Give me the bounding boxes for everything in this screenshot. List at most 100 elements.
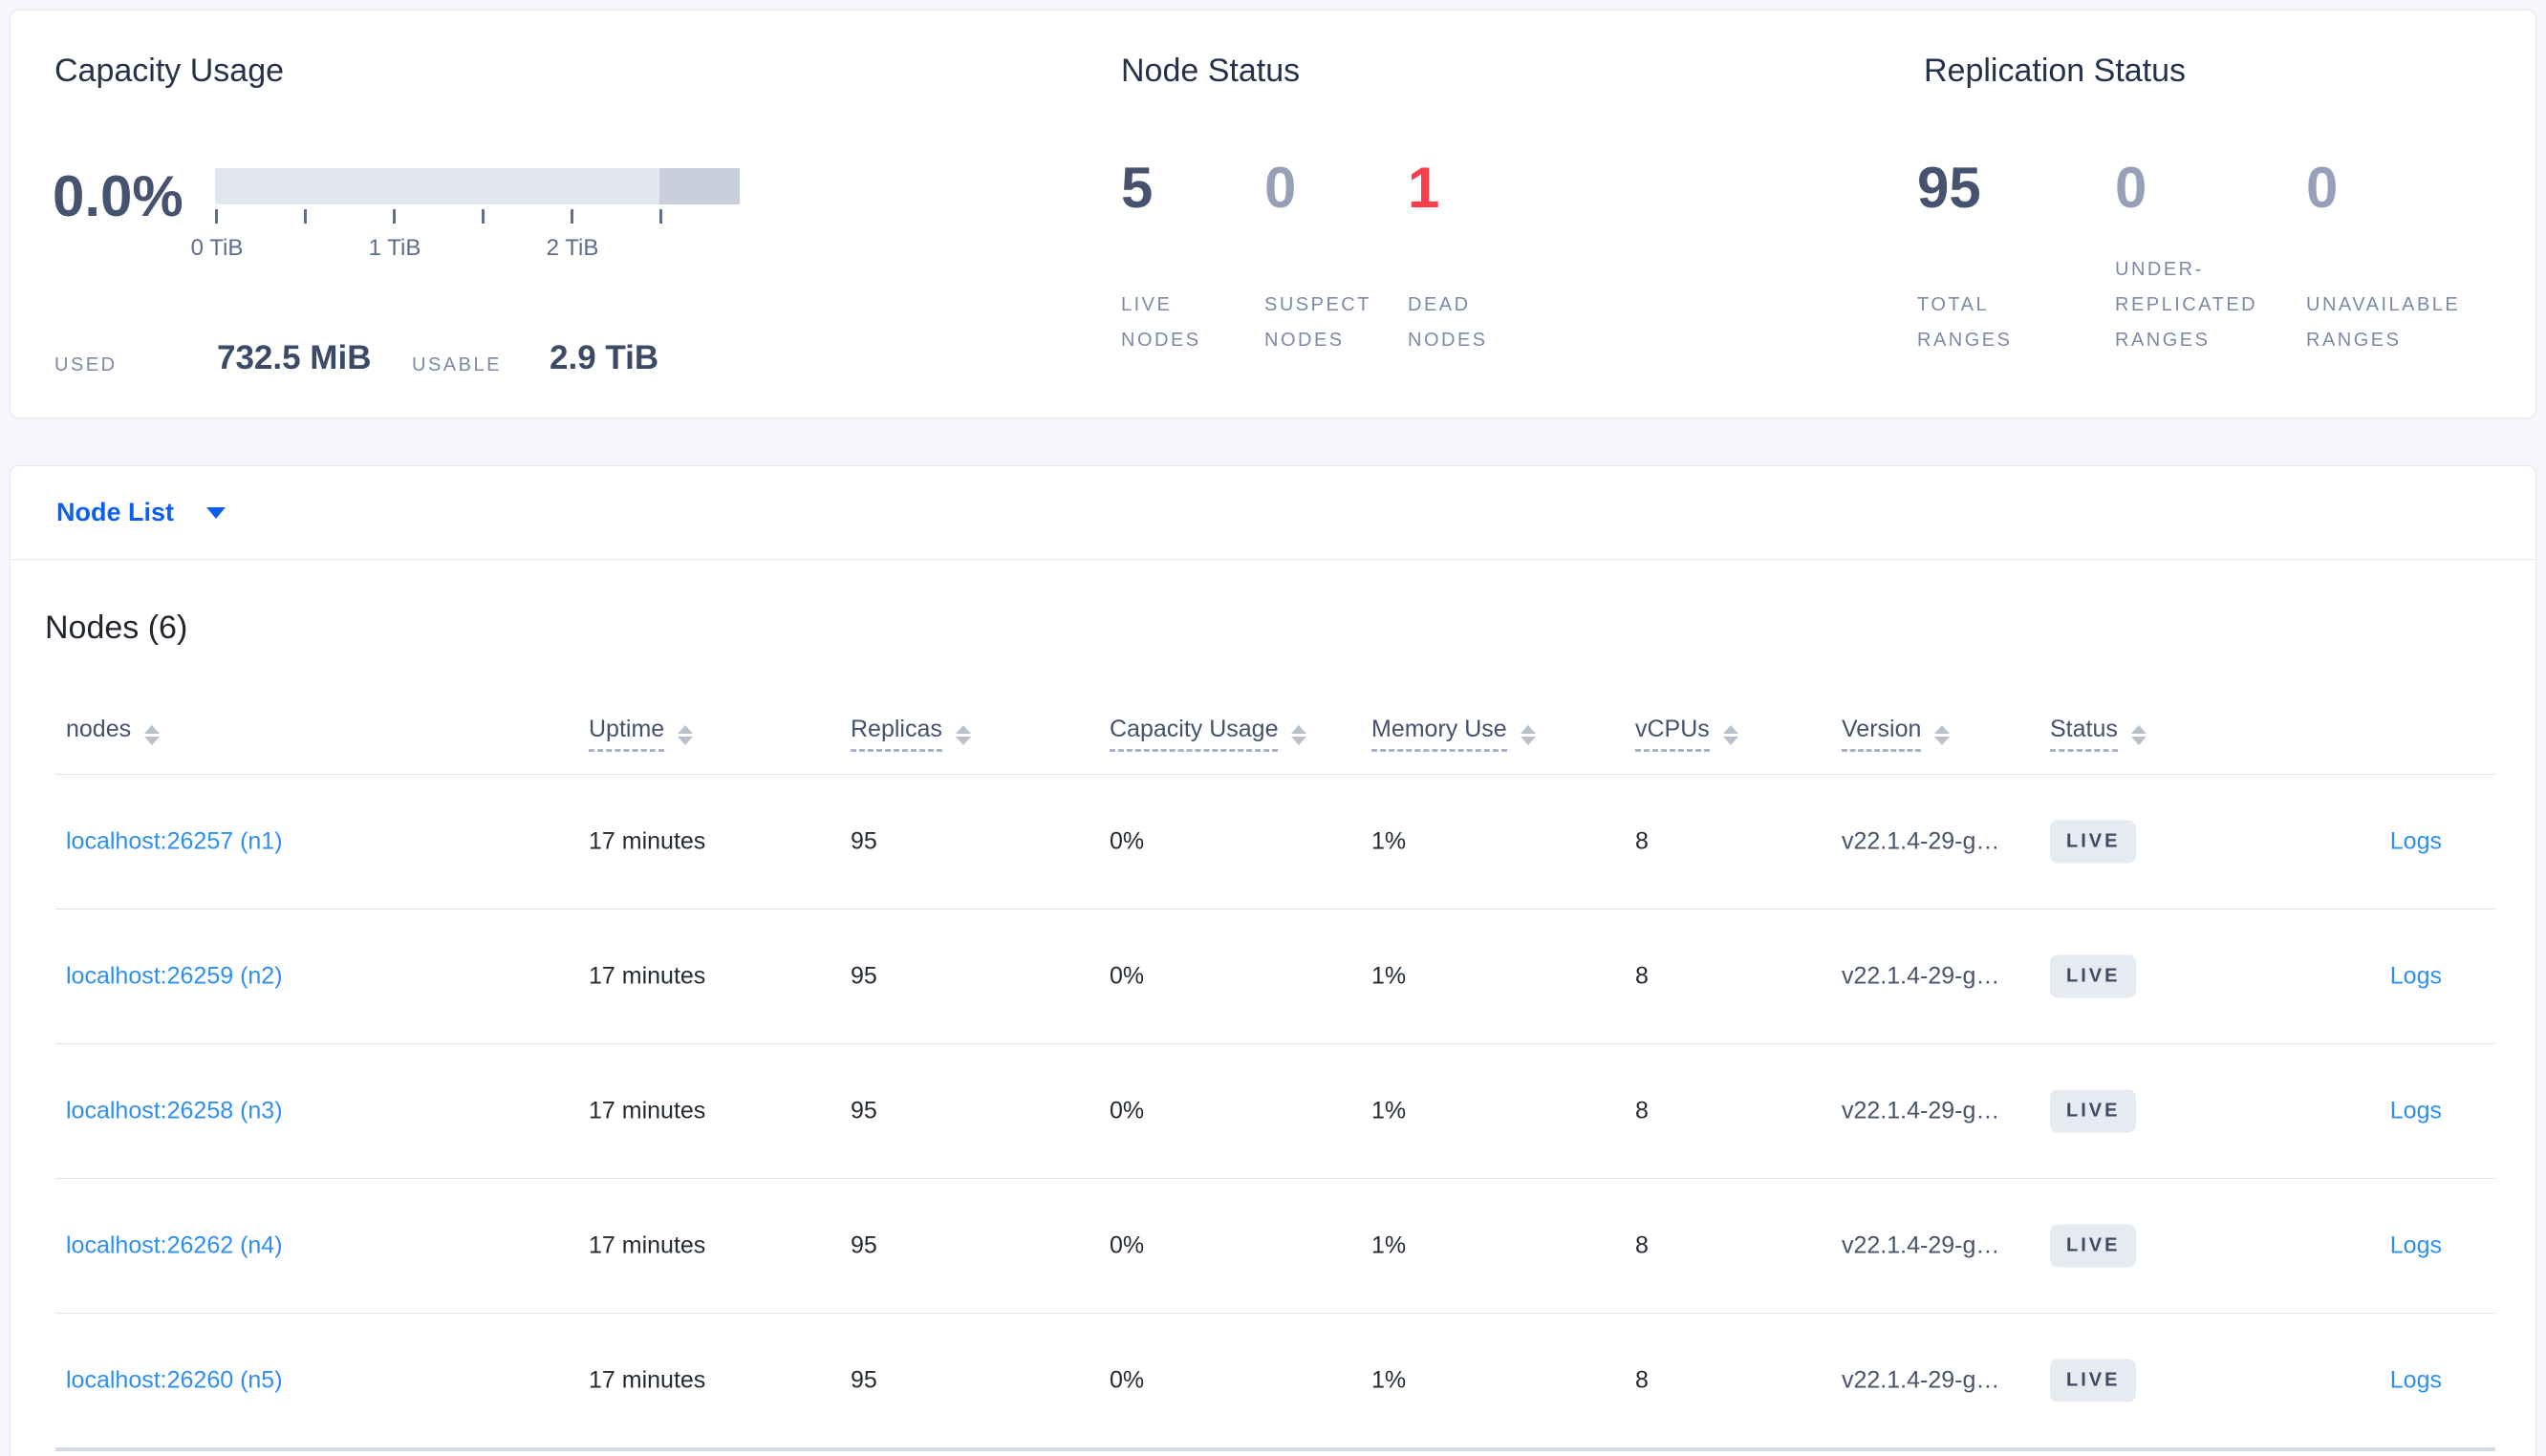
version-cell: v22.1.4-29-g… — [1842, 1366, 2000, 1394]
live-nodes-count: 5 — [1121, 156, 1154, 220]
live-status-badge: LIVE — [2050, 1224, 2137, 1268]
vcpus-cell: 8 — [1635, 1366, 1649, 1394]
sort-icon — [1520, 725, 1536, 745]
status-cell: LIVE — [2050, 1224, 2137, 1268]
status-cell: LIVE — [2050, 1359, 2137, 1402]
live-nodes-label: LIVE NODES — [1121, 294, 1201, 351]
suspect-nodes-count: 0 — [1264, 156, 1297, 220]
tick-label-0: 0 TiB — [190, 235, 244, 261]
version-cell: v22.1.4-29-g… — [1842, 1097, 2000, 1124]
unavailable-ranges-label: UNAVAILABLE RANGES — [2306, 294, 2461, 351]
replicas-cell: 95 — [851, 1231, 877, 1259]
table-row: localhost:26260 (n5) 17 minutes 95 0% 1%… — [55, 1314, 2495, 1451]
capacity-usage-title: Capacity Usage — [54, 53, 285, 89]
logs-link[interactable]: Logs — [2389, 1231, 2442, 1259]
vcpus-cell: 8 — [1635, 827, 1649, 855]
logs-link[interactable]: Logs — [2389, 1366, 2442, 1394]
nodes-count-heading: Nodes (6) — [45, 610, 188, 646]
column-header-replicas[interactable]: Replicas — [851, 716, 971, 752]
node-address-link[interactable]: localhost:26258 (n3) — [66, 1097, 283, 1124]
uptime-cell: 17 minutes — [589, 962, 706, 990]
uptime-cell: 17 minutes — [589, 1366, 706, 1394]
dead-nodes-count: 1 — [1408, 156, 1440, 220]
node-status-title: Node Status — [1121, 53, 1301, 89]
table-row: localhost:26257 (n1) 17 minutes 95 0% 1%… — [55, 775, 2495, 910]
node-address-link[interactable]: localhost:26257 (n1) — [66, 827, 283, 855]
total-ranges-label: TOTAL RANGES — [1917, 294, 2013, 351]
replicas-cell: 95 — [851, 1097, 877, 1124]
sort-icon — [1722, 725, 1738, 745]
uptime-cell: 17 minutes — [589, 1231, 706, 1259]
total-ranges-count: 95 — [1917, 156, 1981, 220]
replicas-cell: 95 — [851, 1366, 877, 1394]
memory-use-cell: 1% — [1371, 962, 1407, 990]
under-replicated-ranges-label: UNDER-REPLICATED RANGES — [2115, 259, 2258, 351]
capacity-usage-bar-dark-segment — [659, 168, 740, 204]
sort-icon — [1291, 725, 1307, 745]
capacity-usage-bar — [215, 168, 740, 204]
dead-nodes-label: DEAD NODES — [1408, 294, 1488, 351]
sort-icon — [144, 725, 161, 745]
column-header-capacity-usage[interactable]: Capacity Usage — [1110, 716, 1307, 752]
memory-use-cell: 1% — [1371, 1366, 1407, 1394]
status-cell: LIVE — [2050, 954, 2137, 998]
memory-use-cell: 1% — [1371, 827, 1407, 855]
capacity-usage-cell: 0% — [1110, 1231, 1145, 1259]
nodes-table-header: nodes Uptime Replicas Capacity Usage Mem… — [55, 708, 2495, 775]
node-address-link[interactable]: localhost:26260 (n5) — [66, 1366, 283, 1394]
live-status-badge: LIVE — [2050, 820, 2137, 864]
node-list-dropdown[interactable]: Node List — [56, 498, 227, 527]
replicas-cell: 95 — [851, 827, 877, 855]
chevron-down-icon — [206, 506, 227, 519]
status-cell: LIVE — [2050, 820, 2137, 864]
live-status-badge: LIVE — [2050, 1359, 2137, 1402]
version-cell: v22.1.4-29-g… — [1842, 827, 2000, 855]
memory-use-cell: 1% — [1371, 1231, 1407, 1259]
column-header-version[interactable]: Version — [1842, 716, 1951, 752]
under-replicated-ranges-count: 0 — [2115, 156, 2147, 220]
used-value: 732.5 MiB — [217, 339, 372, 376]
capacity-usage-cell: 0% — [1110, 827, 1145, 855]
suspect-nodes-label: SUSPECT NODES — [1264, 294, 1371, 351]
nodes-card: Node List Nodes (6) nodes Uptime Replica… — [10, 465, 2536, 1456]
node-list-dropdown-label: Node List — [56, 498, 175, 526]
column-header-status[interactable]: Status — [2050, 716, 2147, 752]
uptime-cell: 17 minutes — [589, 1097, 706, 1124]
memory-use-cell: 1% — [1371, 1097, 1407, 1124]
version-cell: v22.1.4-29-g… — [1842, 1231, 2000, 1259]
column-header-memory-use[interactable]: Memory Use — [1371, 716, 1536, 752]
table-row: localhost:26259 (n2) 17 minutes 95 0% 1%… — [55, 910, 2495, 1044]
usable-value: 2.9 TiB — [550, 339, 659, 376]
node-address-link[interactable]: localhost:26259 (n2) — [66, 962, 283, 990]
column-header-nodes[interactable]: nodes — [66, 716, 161, 745]
capacity-usage-cell: 0% — [1110, 1097, 1145, 1124]
sort-icon — [2130, 725, 2147, 745]
nodes-table-body: localhost:26257 (n1) 17 minutes 95 0% 1%… — [55, 775, 2495, 1451]
logs-link[interactable]: Logs — [2389, 827, 2442, 855]
logs-link[interactable]: Logs — [2389, 962, 2442, 990]
sort-icon — [678, 725, 694, 745]
capacity-usage-percent: 0.0% — [53, 164, 183, 228]
vcpus-cell: 8 — [1635, 1231, 1649, 1259]
capacity-usage-cell: 0% — [1110, 1366, 1145, 1394]
usable-label: USABLE — [412, 354, 502, 375]
sort-icon — [1934, 725, 1951, 745]
capacity-usage-cell: 0% — [1110, 962, 1145, 990]
node-address-link[interactable]: localhost:26262 (n4) — [66, 1231, 283, 1259]
table-row: localhost:26262 (n4) 17 minutes 95 0% 1%… — [55, 1179, 2495, 1314]
vcpus-cell: 8 — [1635, 1097, 1649, 1124]
tick-label-1: 1 TiB — [368, 235, 421, 261]
cluster-summary-card: Capacity Usage 0.0% 0 TiB 1 TiB 2 TiB US… — [10, 10, 2536, 418]
status-cell: LIVE — [2050, 1089, 2137, 1133]
replication-status-title: Replication Status — [1924, 53, 2187, 89]
uptime-cell: 17 minutes — [589, 827, 706, 855]
sort-icon — [955, 725, 971, 745]
replicas-cell: 95 — [851, 962, 877, 990]
used-label: USED — [54, 354, 118, 375]
column-header-vcpus[interactable]: vCPUs — [1635, 716, 1738, 752]
live-status-badge: LIVE — [2050, 1089, 2137, 1133]
logs-link[interactable]: Logs — [2389, 1097, 2442, 1124]
column-header-uptime[interactable]: Uptime — [589, 716, 694, 752]
version-cell: v22.1.4-29-g… — [1842, 962, 2000, 990]
